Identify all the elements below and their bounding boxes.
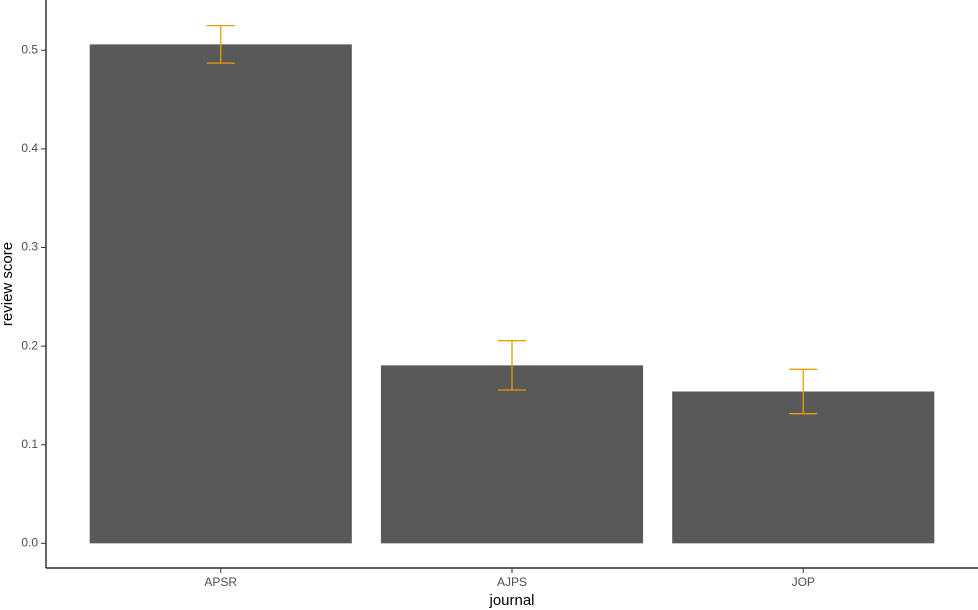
x-tick-label: JOP (792, 575, 815, 589)
y-axis-title: review score (0, 242, 16, 326)
error-bar (206, 24, 235, 64)
error-bar (789, 368, 818, 415)
x-tick-label: APSR (204, 575, 237, 589)
bar (672, 391, 935, 544)
y-tick-label: 0.1 (21, 437, 38, 451)
y-tick-label: 0.5 (21, 42, 38, 56)
y-tick-label: 0.2 (21, 338, 38, 352)
x-axis-title: journal (488, 592, 534, 609)
x-tick-label: AJPS (497, 575, 527, 589)
bar (89, 44, 352, 544)
error-bar (498, 340, 526, 391)
y-tick-label: 0.4 (21, 141, 38, 155)
y-tick-label: 0.0 (21, 536, 38, 550)
bar (380, 365, 644, 544)
y-tick-label: 0.3 (21, 240, 38, 254)
